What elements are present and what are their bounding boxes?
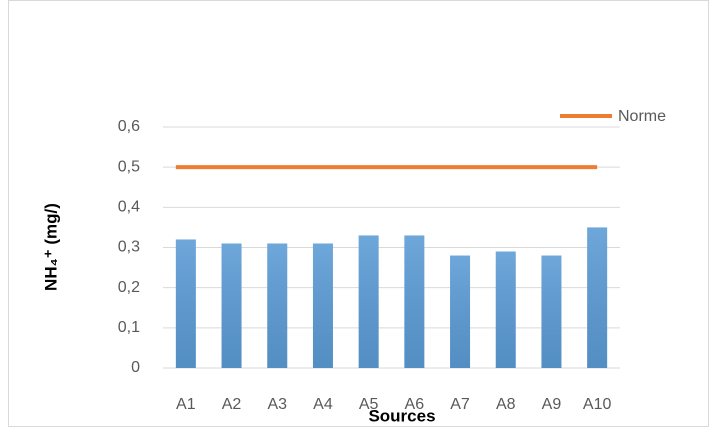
legend-label: Norme xyxy=(618,108,666,125)
bar-shade xyxy=(358,235,379,368)
x-tick-label: A7 xyxy=(450,396,470,413)
bar-shade xyxy=(267,243,288,368)
x-tick-label: A10 xyxy=(583,396,612,413)
x-tick-label: A5 xyxy=(359,396,379,413)
y-tick-label: 0,6 xyxy=(118,118,140,135)
y-tick-label: 0,5 xyxy=(118,158,140,175)
x-tick-label: A1 xyxy=(176,396,196,413)
x-tick-label: A3 xyxy=(267,396,287,413)
y-tick-label: 0,2 xyxy=(118,279,140,296)
bar-shade xyxy=(450,255,471,368)
x-tick-label: A9 xyxy=(542,396,562,413)
bar-shade xyxy=(541,255,562,368)
bar-shade xyxy=(312,243,333,368)
bar-shade xyxy=(495,251,516,368)
x-tick-label: A2 xyxy=(222,396,242,413)
x-tick-label: A8 xyxy=(496,396,516,413)
y-axis-label: NH₄⁺ (mg/) xyxy=(41,203,60,291)
y-tick-label: 0,1 xyxy=(118,319,140,336)
y-tick-label: 0 xyxy=(131,359,140,376)
x-axis-label: Sources xyxy=(368,406,435,425)
x-tick-label: A6 xyxy=(405,396,425,413)
y-tick-label: 0,4 xyxy=(118,199,140,216)
bar-shade xyxy=(404,235,425,368)
bar-shade xyxy=(175,239,196,368)
bar-shade xyxy=(587,227,608,368)
x-tick-label: A4 xyxy=(313,396,333,413)
bar-shade xyxy=(221,243,242,368)
y-tick-label: 0,3 xyxy=(118,239,140,256)
